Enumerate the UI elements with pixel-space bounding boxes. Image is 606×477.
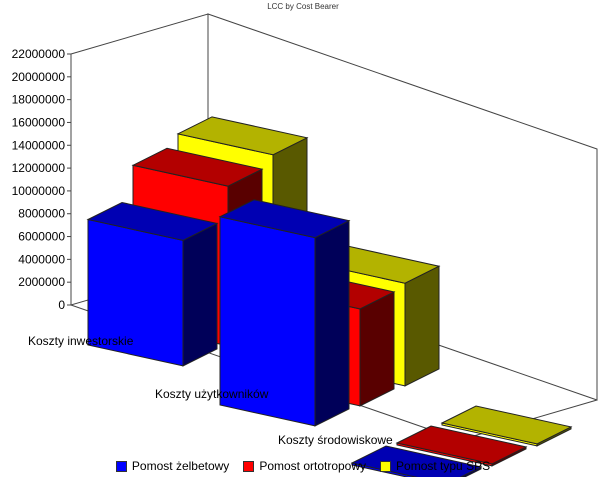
- y-tick-label: 6000000: [18, 230, 65, 244]
- legend-swatch: [243, 460, 255, 472]
- bar-top: [86, 201, 219, 241]
- bar-pomost-żelbetowy-1: [218, 199, 351, 427]
- bar-side: [404, 265, 440, 387]
- y-tick-label: 4000000: [18, 252, 65, 266]
- y-tick-label: 0: [58, 298, 65, 312]
- y-tick-label: 2000000: [18, 275, 65, 289]
- bar-top: [131, 147, 264, 187]
- bar-pomost-żelbetowy-0: [86, 201, 219, 367]
- bar-side: [182, 222, 218, 367]
- y-tick-label: 18000000: [12, 93, 66, 107]
- y-tick-label: 12000000: [12, 161, 66, 175]
- bar-top: [218, 199, 351, 239]
- category-label: Koszty inwestorskie: [28, 334, 134, 348]
- y-tick-label: 16000000: [12, 115, 66, 129]
- y-tick-label: 10000000: [12, 184, 66, 198]
- y-axis-ticks: 0 2000000 4000000 6000000 8000000 10000000 120…: [12, 47, 71, 312]
- chart-title: LCC by Cost Bearer: [267, 2, 339, 11]
- legend-item: Pomost ortotropowy: [243, 459, 366, 473]
- y-tick-label: 8000000: [18, 207, 65, 221]
- chart-bars: [86, 116, 573, 477]
- bar-pomost-typu-sps-2: [440, 405, 573, 447]
- legend: Pomost żelbetowy Pomost ortotropowy Pomost…: [0, 459, 606, 473]
- category-label: Koszty środowiskowe: [278, 433, 393, 447]
- legend-label: Pomost typu SPS: [396, 459, 491, 473]
- legend-label: Pomost żelbetowy: [131, 459, 230, 473]
- bar-side: [314, 219, 350, 427]
- bar-top: [440, 405, 573, 445]
- legend-swatch: [380, 460, 392, 472]
- legend-swatch: [115, 460, 127, 472]
- category-labels: Koszty inwestorskie Koszty użytkowników Ko…: [28, 334, 393, 447]
- legend-item: Pomost typu SPS: [380, 459, 490, 473]
- y-tick-label: 20000000: [12, 70, 66, 84]
- legend-label: Pomost ortotropowy: [259, 459, 367, 473]
- legend-item: Pomost żelbetowy: [115, 459, 230, 473]
- y-tick-label: 14000000: [12, 138, 66, 152]
- bar-top: [395, 425, 528, 465]
- bar-side: [359, 291, 395, 407]
- category-label: Koszty użytkowników: [155, 387, 269, 401]
- bar-top: [176, 116, 309, 156]
- y-tick-label: 22000000: [12, 47, 66, 61]
- bar-pomost-ortotropowy-2: [395, 425, 528, 467]
